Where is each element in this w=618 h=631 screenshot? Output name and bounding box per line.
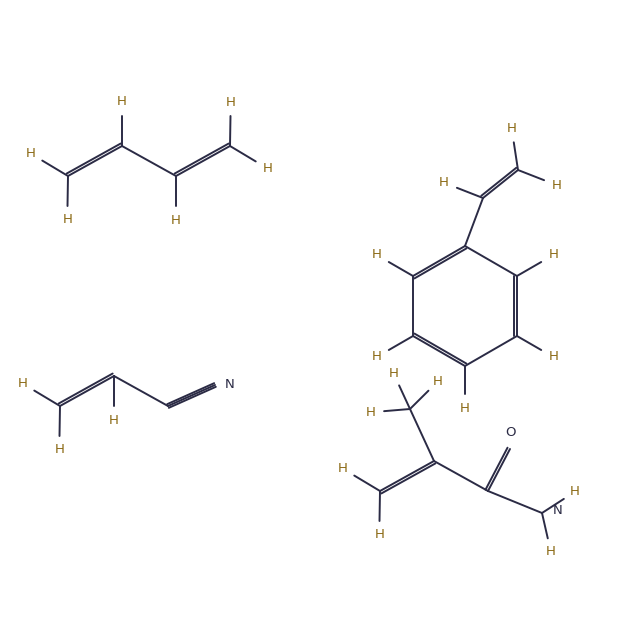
Text: H: H [507, 122, 517, 135]
Text: H: H [337, 462, 347, 475]
Text: H: H [117, 95, 127, 109]
Text: H: H [372, 249, 381, 261]
Text: O: O [505, 425, 515, 439]
Text: H: H [548, 249, 558, 261]
Text: H: H [546, 545, 556, 558]
Text: H: H [433, 375, 442, 388]
Text: H: H [548, 350, 558, 363]
Text: H: H [226, 95, 235, 109]
Text: H: H [389, 367, 399, 380]
Text: H: H [552, 179, 562, 192]
Text: H: H [62, 213, 72, 227]
Text: H: H [372, 350, 381, 363]
Text: H: H [460, 401, 470, 415]
Text: H: H [171, 213, 181, 227]
Text: N: N [225, 379, 235, 391]
Text: H: H [54, 444, 64, 456]
Text: H: H [570, 485, 580, 498]
Text: H: H [25, 147, 35, 160]
Text: H: H [109, 413, 119, 427]
Text: H: H [17, 377, 27, 390]
Text: H: H [263, 162, 273, 175]
Text: H: H [439, 176, 449, 189]
Text: N: N [553, 505, 563, 517]
Text: H: H [366, 406, 376, 419]
Text: H: H [375, 529, 384, 541]
